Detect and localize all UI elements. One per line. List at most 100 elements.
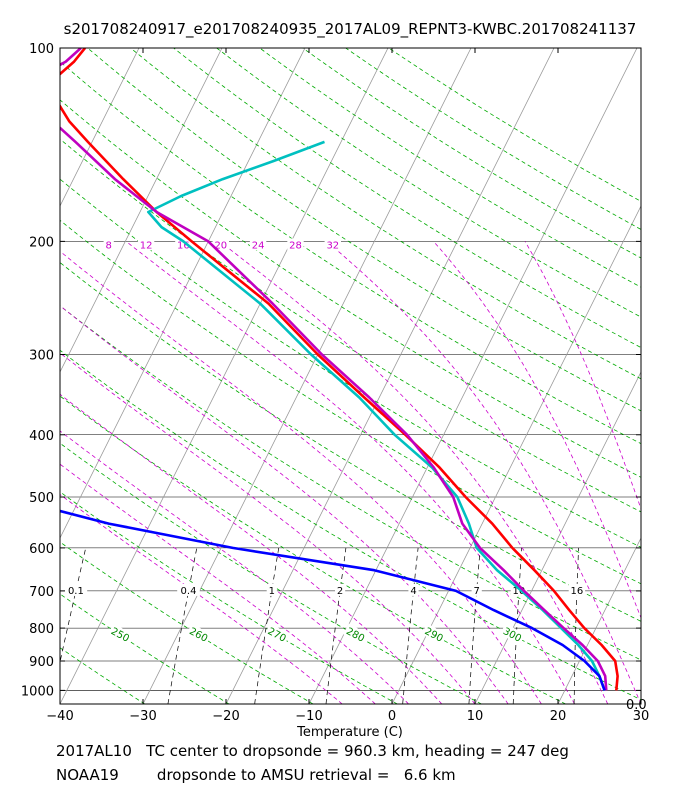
dry-adiabat-line <box>60 541 314 704</box>
x-tick-label: 10 <box>467 709 484 724</box>
dry-adiabat-line <box>60 138 641 513</box>
y-tick-label: 500 <box>29 491 54 506</box>
isotherm-line <box>60 48 306 539</box>
mixing-ratio-line <box>167 547 198 704</box>
dry-adiabat-line <box>60 491 398 704</box>
svg-text:7: 7 <box>474 586 480 597</box>
dry-adiabat-line <box>388 48 641 202</box>
potential-temperature-label: 250 <box>107 623 134 645</box>
svg-text:12: 12 <box>140 240 153 251</box>
x-tick-label: 30 <box>633 709 650 724</box>
y-tick-label: 200 <box>29 235 54 250</box>
footer-distance-line: 2017AL10 TC center to dropsonde = 960.3 … <box>56 742 569 760</box>
potential-temperature-label: 260 <box>186 623 212 645</box>
x-tick-label: 20 <box>550 709 567 724</box>
isotherm-line <box>308 48 638 704</box>
dry-adiabat-line <box>60 349 641 701</box>
mixing-ratio-line <box>468 547 481 704</box>
potential-temperature-label: 270 <box>264 623 291 645</box>
dry-adiabat-line <box>216 48 641 318</box>
isotherm-line <box>60 48 223 373</box>
svg-text:0.1: 0.1 <box>68 586 84 597</box>
y-tick-label: 700 <box>29 585 54 600</box>
y-tick-label: 900 <box>29 655 54 670</box>
mixing-ratio-label: 0.4 <box>177 583 200 597</box>
x-tick-label: −40 <box>46 709 73 724</box>
chart-title: s201708240917_e201708240935_2017AL09_REP… <box>63 20 637 38</box>
dry-adiabat-line <box>60 593 230 704</box>
y-tick-label: 800 <box>29 622 54 637</box>
mixing-ratio-label: 16 <box>568 583 586 597</box>
svg-text:24: 24 <box>252 240 265 251</box>
potential-temperature-label: 280 <box>343 623 369 645</box>
mixing-ratio-line <box>254 547 280 704</box>
svg-text:4: 4 <box>410 586 416 597</box>
mixing-ratio-label: 0.1 <box>64 583 88 597</box>
svg-text:2: 2 <box>337 586 343 597</box>
moist-adiabat-line <box>60 305 509 704</box>
equivalent-potential-temperature-label: 32 <box>324 238 341 251</box>
y-tick-label: 600 <box>29 542 54 557</box>
moist-adiabat-line <box>125 241 575 704</box>
dry-adiabat-line <box>87 48 641 412</box>
mixing-ratio-label: 1 <box>266 583 277 597</box>
mixing-ratio-label: 2 <box>335 583 346 597</box>
svg-text:1: 1 <box>269 586 275 597</box>
dry-adiabat-line <box>60 442 482 704</box>
moist-adiabat-line <box>60 493 343 704</box>
mixing-ratio-line <box>60 547 87 664</box>
x-tick-label: −10 <box>295 709 322 724</box>
isotherm-line <box>0 48 56 704</box>
svg-text:20: 20 <box>214 240 227 251</box>
x-axis-label: Temperature (C) <box>296 725 403 740</box>
dry-adiabat-line <box>60 703 61 704</box>
equivalent-potential-temperature-label: 16 <box>175 238 192 251</box>
mixing-ratio-line <box>402 547 419 704</box>
potential-temperature-label: 290 <box>421 623 448 645</box>
moist-adiabat-line <box>326 241 641 704</box>
dry-adiabat-line <box>60 60 641 445</box>
dry-adiabat-line <box>60 305 641 661</box>
moist-adiabat-line <box>60 352 476 704</box>
isotherm-line <box>142 48 472 704</box>
profile-line <box>60 48 608 691</box>
corner-label: 0.0 <box>626 698 647 713</box>
moist-adiabat-line <box>433 241 641 619</box>
svg-text:16: 16 <box>177 240 190 251</box>
dry-adiabat-line <box>345 48 641 230</box>
footer-retrieval-line: NOAA19 dropsonde to AMSU retrieval = 6.6… <box>56 766 456 784</box>
isotherm-line <box>557 537 641 704</box>
mixing-ratio-line <box>325 547 347 704</box>
mixing-ratio-line <box>573 547 579 704</box>
isotherm-line <box>391 205 641 704</box>
dry-adiabat-line <box>302 48 641 259</box>
svg-text:16: 16 <box>571 586 584 597</box>
svg-text:0.4: 0.4 <box>181 586 197 597</box>
svg-text:10: 10 <box>513 586 526 597</box>
dry-adiabat-line <box>173 48 641 349</box>
y-tick-label: 300 <box>29 348 54 363</box>
profile-line <box>60 509 606 691</box>
x-tick-label: −30 <box>129 709 156 724</box>
isotherm-line <box>225 48 555 704</box>
dry-adiabat-line <box>60 395 566 704</box>
moist-adiabat-line <box>60 393 443 704</box>
isotherm-line <box>640 703 641 704</box>
plot-frame <box>59 47 642 705</box>
y-tick-label: 1000 <box>21 684 54 699</box>
y-tick-label: 100 <box>29 42 54 57</box>
equivalent-potential-temperature-label: 24 <box>249 238 267 251</box>
equivalent-potential-temperature-label: 20 <box>212 238 229 251</box>
potential-temperature-label: 300 <box>499 623 526 645</box>
dry-adiabat-line <box>130 48 641 380</box>
dry-adiabat-line <box>259 48 641 288</box>
equivalent-potential-temperature-label: 12 <box>137 238 155 251</box>
svg-text:28: 28 <box>289 240 302 251</box>
dry-adiabat-line <box>60 219 641 585</box>
equivalent-potential-temperature-label: 28 <box>287 238 304 251</box>
mixing-ratio-label: 7 <box>471 583 482 597</box>
moist-adiabat-line <box>60 250 542 704</box>
y-tick-label: 400 <box>29 429 54 444</box>
mixing-ratio-label: 4 <box>408 583 419 597</box>
